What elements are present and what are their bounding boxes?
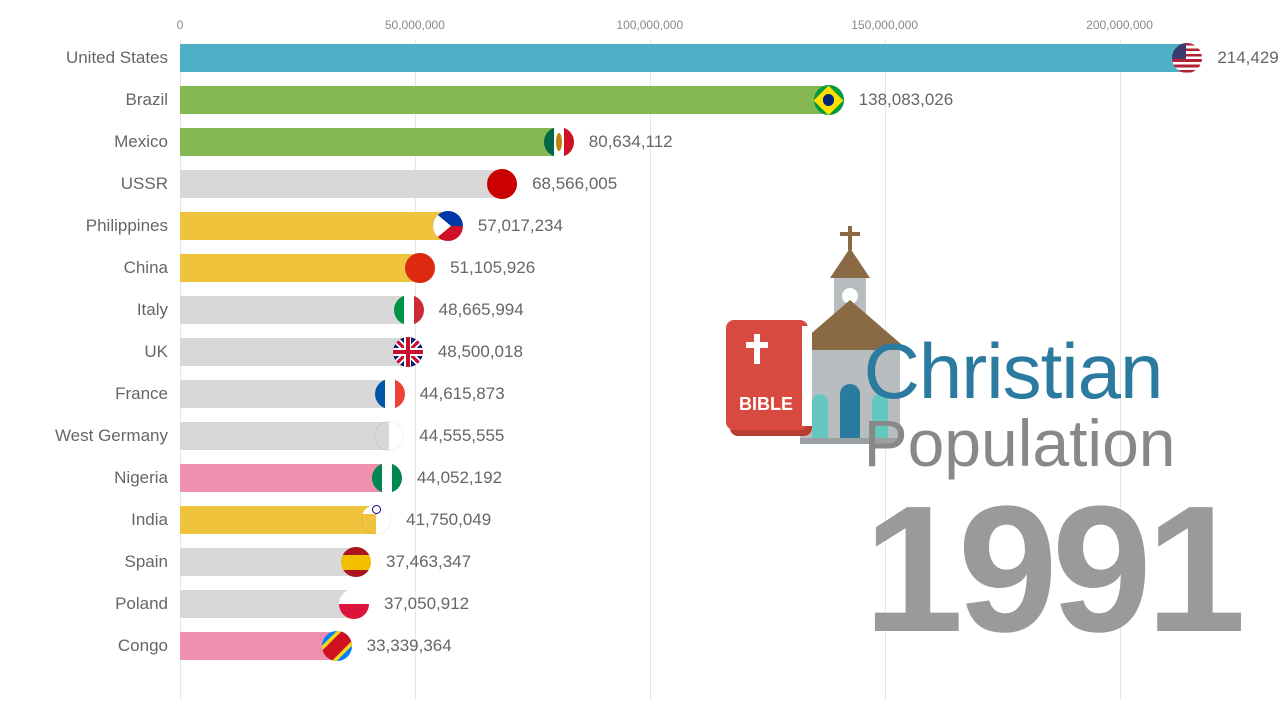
value-label: 44,555,555: [419, 426, 504, 446]
title-year: 1991: [864, 480, 1240, 660]
value-label: 57,017,234: [478, 216, 563, 236]
flag-icon: [372, 463, 402, 493]
flag-icon: [341, 547, 371, 577]
bar: [180, 254, 420, 282]
country-label: West Germany: [55, 426, 168, 446]
bible-label: BIBLE: [739, 394, 793, 414]
flag-icon: [361, 505, 391, 535]
country-label: France: [115, 384, 168, 404]
bar: [180, 128, 559, 156]
value-label: 41,750,049: [406, 510, 491, 530]
flag-icon: [544, 127, 574, 157]
bar: [180, 170, 502, 198]
value-label: 51,105,926: [450, 258, 535, 278]
country-label: Nigeria: [114, 468, 168, 488]
flag-icon: [339, 589, 369, 619]
flag-icon: [405, 253, 435, 283]
value-label: 68,566,005: [532, 174, 617, 194]
bar: [180, 338, 408, 366]
bar-row: Philippines57,017,234: [180, 208, 1190, 244]
country-label: China: [124, 258, 168, 278]
axis-tick-label: 0: [177, 18, 184, 32]
value-label: 48,500,018: [438, 342, 523, 362]
flag-icon: [375, 379, 405, 409]
axis-tick-label: 100,000,000: [616, 18, 683, 32]
bar: [180, 590, 354, 618]
title-block: Christian Population 1991: [864, 332, 1240, 660]
title-line2: Population: [864, 410, 1240, 476]
country-label: Mexico: [114, 132, 168, 152]
title-line1: Christian: [864, 332, 1240, 410]
country-label: UK: [144, 342, 168, 362]
bar: [180, 422, 389, 450]
flag-icon: [814, 85, 844, 115]
bar: [180, 632, 337, 660]
bar-row: Mexico80,634,112: [180, 124, 1190, 160]
value-label: 33,339,364: [367, 636, 452, 656]
bar: [180, 212, 448, 240]
value-label: 37,463,347: [386, 552, 471, 572]
flag-icon: [1172, 43, 1202, 73]
value-label: 138,083,026: [859, 90, 954, 110]
flag-icon: [487, 169, 517, 199]
bar: [180, 506, 376, 534]
axis-tick-label: 200,000,000: [1086, 18, 1153, 32]
bar: [180, 44, 1187, 72]
bar-row: China51,105,926: [180, 250, 1190, 286]
bar: [180, 86, 829, 114]
bar: [180, 464, 387, 492]
flag-icon: [322, 631, 352, 661]
country-label: USSR: [121, 174, 168, 194]
flag-icon: [394, 295, 424, 325]
country-label: Italy: [137, 300, 168, 320]
flag-icon: [374, 421, 404, 451]
bar-row: Italy48,665,994: [180, 292, 1190, 328]
bar: [180, 548, 356, 576]
axis-tick-label: 150,000,000: [851, 18, 918, 32]
bar: [180, 296, 409, 324]
flag-icon: [393, 337, 423, 367]
country-label: India: [131, 510, 168, 530]
bar-row: USSR68,566,005: [180, 166, 1190, 202]
value-label: 214,429,533: [1217, 48, 1280, 68]
value-label: 44,615,873: [420, 384, 505, 404]
value-label: 44,052,192: [417, 468, 502, 488]
country-label: Brazil: [125, 90, 168, 110]
flag-icon: [433, 211, 463, 241]
country-label: Poland: [115, 594, 168, 614]
value-label: 37,050,912: [384, 594, 469, 614]
country-label: Philippines: [86, 216, 168, 236]
country-label: Congo: [118, 636, 168, 656]
country-label: Spain: [125, 552, 168, 572]
country-label: United States: [66, 48, 168, 68]
axis-tick-label: 50,000,000: [385, 18, 445, 32]
bar: [180, 380, 390, 408]
bar-row: Brazil138,083,026: [180, 82, 1190, 118]
value-label: 48,665,994: [439, 300, 524, 320]
value-label: 80,634,112: [589, 132, 673, 152]
bar-row: United States214,429,533: [180, 40, 1190, 76]
bible-icon: BIBLE: [726, 320, 812, 436]
